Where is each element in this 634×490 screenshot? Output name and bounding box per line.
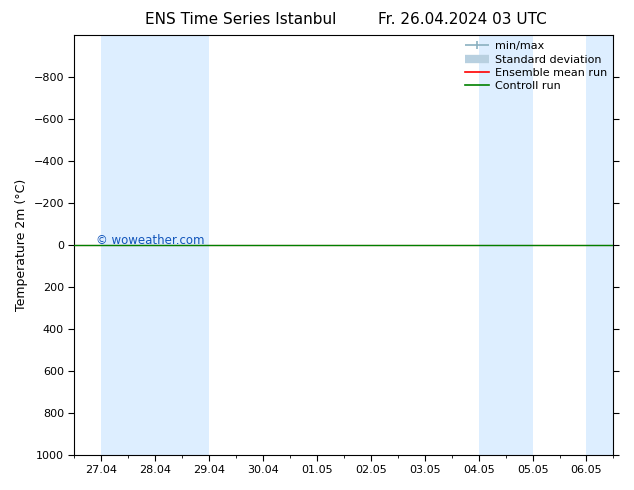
Text: ENS Time Series Istanbul: ENS Time Series Istanbul	[145, 12, 337, 27]
Text: Fr. 26.04.2024 03 UTC: Fr. 26.04.2024 03 UTC	[378, 12, 547, 27]
Y-axis label: Temperature 2m (°C): Temperature 2m (°C)	[15, 178, 28, 311]
Legend: min/max, Standard deviation, Ensemble mean run, Controll run: min/max, Standard deviation, Ensemble me…	[460, 37, 611, 96]
Text: © woweather.com: © woweather.com	[96, 234, 205, 247]
Bar	[101, 35, 155, 455]
Bar	[586, 35, 614, 455]
Bar	[479, 35, 533, 455]
Bar	[155, 35, 209, 455]
